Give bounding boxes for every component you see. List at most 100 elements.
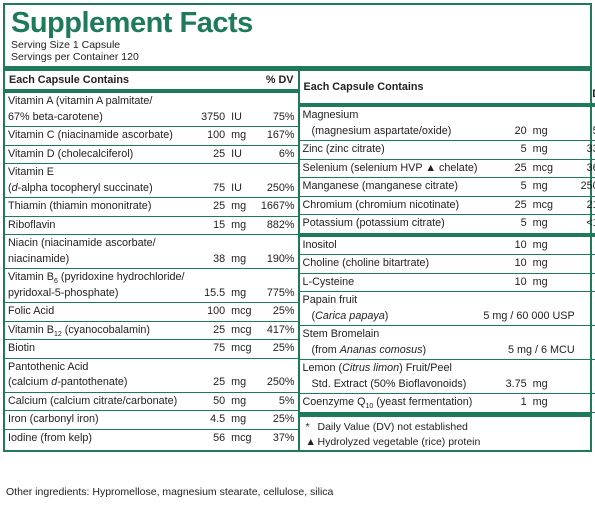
name-text: Vitamin B <box>8 323 55 336</box>
name-line: Stem Bromelain <box>303 327 478 343</box>
name-line: Vitamin E <box>8 165 194 181</box>
nutrient-row: Coenzyme Q10 (yeast fermentation)1mg* <box>299 393 595 413</box>
unit: mcg <box>228 302 256 322</box>
nutrient-name: Lemon (Citrus limon) Fruit/Peel Std. Extr… <box>299 359 481 394</box>
dv-heading: % DV <box>577 71 595 107</box>
nutrient-row: Riboflavin 15 mg 882% <box>5 216 298 235</box>
nutrient-row: Biotin 75 mcg 25% <box>5 339 298 359</box>
name-line: Coenzyme Q10 (yeast fermentation) <box>303 395 478 411</box>
dv-heading: % DV <box>255 71 298 93</box>
daily-value: 36% <box>577 159 595 178</box>
name-text: (cyanocobalamin) <box>61 323 151 336</box>
panel-header: Supplement Facts Serving Size 1 Capsule … <box>5 5 590 66</box>
nutrient-row: Vitamin B6 (pyridoxine hydrochloride/pyr… <box>5 268 298 303</box>
nutrient-name: Riboflavin <box>5 216 197 235</box>
nutrient-name: L-Cysteine <box>299 273 481 292</box>
supplement-facts-panel: Supplement Facts Serving Size 1 Capsule … <box>3 3 595 452</box>
name-text: ) <box>422 343 427 356</box>
unit: mg <box>228 216 256 235</box>
name-text: d <box>11 181 18 194</box>
nutrient-row: Lemon (Citrus limon) Fruit/Peel Std. Extr… <box>299 359 595 394</box>
amount: 10 <box>480 232 530 255</box>
amount: 15.5 <box>196 268 229 303</box>
name-text: Manganese (manganese citrate) <box>302 180 458 192</box>
name-line: Manganese (manganese citrate) <box>303 179 478 195</box>
nutrient-name: Coenzyme Q10 (yeast fermentation) <box>299 393 481 413</box>
nutrient-name: Vitamin B12 (cyanocobalamin) <box>5 321 197 340</box>
name-line: Potassium (potassium citrate) <box>303 216 478 232</box>
nutrient-row: Folic Acid 100 mcg 25% <box>5 302 298 322</box>
name-line: Vitamin D (cholecalciferol) <box>8 147 194 163</box>
name-line: Biotin <box>8 341 194 357</box>
name-text: Choline (choline bitartrate) <box>302 257 430 269</box>
amount: 3.75 <box>480 359 530 394</box>
amount: 10 <box>480 254 530 274</box>
nutrient-row: Vitamin C (niacinamide ascorbate) 100 mg 16… <box>5 126 298 146</box>
unit: mcg <box>529 159 578 178</box>
name-text: Vitamin A (vitamin A palmitate/ <box>8 95 153 107</box>
daily-value: * <box>577 359 595 394</box>
name-text: Citrus limon <box>342 362 400 374</box>
unit: IU <box>228 145 256 164</box>
name-text: Zinc (zinc citrate) <box>302 143 385 155</box>
name-line: Choline (choline bitartrate) <box>303 256 478 272</box>
nutrient-name: Papain fruit (Carica papaya) <box>299 291 481 326</box>
nutrient-name: Stem Bromelain (from Ananas comosus) <box>299 325 481 360</box>
name-line: Selenium (selenium HVP ▲ chelate) <box>303 161 478 177</box>
nutrient-row: Calcium (calcium citrate/carbonate) 50 mg 5… <box>5 392 298 411</box>
header-row: Each Capsule Contains% DV <box>5 71 298 93</box>
name-text: niacinamide) <box>8 252 70 265</box>
name-text: d <box>51 376 58 388</box>
name-text: (yeast fermentation) <box>373 396 473 408</box>
unit: mg <box>228 197 256 217</box>
daily-value: 5% <box>577 105 595 141</box>
amount: 4.5 <box>196 410 229 430</box>
name-line: Std. Extract (50% Bioflavonoids) <box>303 377 478 393</box>
unit: IU <box>228 91 256 127</box>
footnote-text: Hydrolyzed vegetable (rice) protein <box>317 435 481 448</box>
name-line: Magnesium <box>303 108 478 124</box>
name-text: Vitamin D (cholecalciferol) <box>8 147 134 160</box>
name-text: Papain fruit <box>302 294 358 306</box>
name-line: 67% beta-carotene) <box>8 110 194 126</box>
column-heading: Each Capsule Contains <box>5 71 256 93</box>
name-text: Magnesium <box>302 109 359 121</box>
name-line: Vitamin A (vitamin A palmitate/ <box>8 94 194 110</box>
name-line: L-Cysteine <box>303 275 478 291</box>
name-text: 12 <box>54 330 62 338</box>
nutrient-row: Vitamin D (cholecalciferol) 25 IU 6% <box>5 145 298 164</box>
amount: 25 <box>196 321 229 340</box>
unit: mg <box>529 232 578 255</box>
name-line: pyridoxal-5-phosphate) <box>8 286 194 302</box>
name-line: (d-alpha tocopheryl succinate) <box>8 181 194 197</box>
name-text: ) <box>384 309 389 322</box>
name-text: Vitamin E <box>8 166 55 178</box>
name-text: 67% beta-carotene) <box>8 110 103 123</box>
nutrient-row: Iron (carbonyl iron) 4.5 mg 25% <box>5 410 298 430</box>
amount: 15 <box>196 216 229 235</box>
nutrient-row: Magnesium (magnesium aspartate/oxide) 20 mg… <box>299 105 595 141</box>
nutrient-name: Manganese (manganese citrate) <box>299 177 481 197</box>
name-line: Niacin (niacinamide ascorbate/ <box>8 236 194 252</box>
name-text: ( <box>8 181 12 194</box>
nutrient-row: Selenium (selenium HVP ▲ chelate)25mcg36… <box>299 159 595 178</box>
amount: 75 <box>196 339 229 359</box>
footnote-symbol: ▲ <box>305 435 316 448</box>
unit: mg <box>228 410 256 430</box>
daily-value: 1667% <box>255 197 298 217</box>
unit: mg <box>228 126 256 146</box>
unit: mg <box>228 358 256 393</box>
amount: 5 <box>480 140 530 160</box>
amount: 5 mg / 60 000 USP <box>480 291 578 326</box>
nutrient-name: Inositol <box>299 232 481 255</box>
name-text: Iron (carbonyl iron) <box>8 413 99 425</box>
nutrient-row: Thiamin (thiamin mononitrate) 25 mg 1667% <box>5 197 298 217</box>
daily-value: * <box>577 393 595 413</box>
name-line: Lemon (Citrus limon) Fruit/Peel <box>303 361 478 377</box>
name-line: Calcium (calcium citrate/carbonate) <box>8 394 194 410</box>
name-line: Chromium (chromium nicotinate) <box>303 198 478 214</box>
name-text: Selenium (selenium HVP ▲ chelate) <box>302 161 478 174</box>
